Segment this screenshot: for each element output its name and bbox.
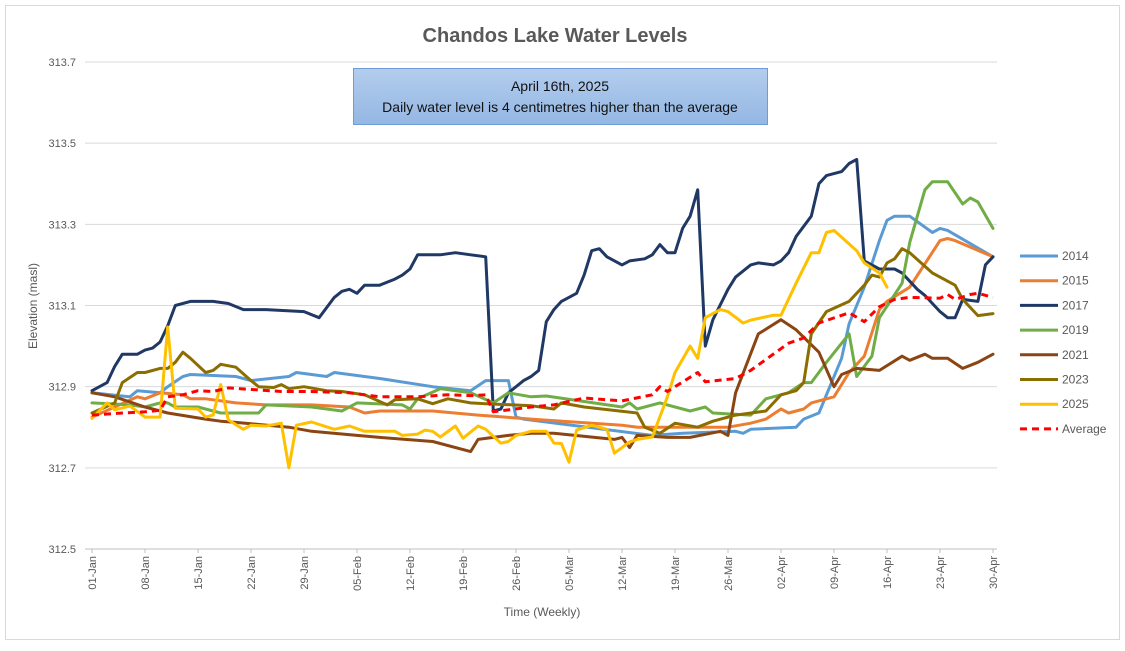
annotation-message: Daily water level is 4 centimetres highe… (382, 99, 738, 115)
x-tick-label: 05-Feb (352, 556, 364, 591)
y-tick-label: 312.7 (48, 463, 76, 475)
legend-label: 2017 (1062, 298, 1089, 312)
x-tick-label: 12-Feb (405, 556, 417, 591)
series-line-average (91, 291, 994, 417)
y-tick-label: 313.3 (48, 219, 76, 231)
x-tick-label: 05-Mar (564, 556, 576, 591)
legend-label: 2021 (1062, 348, 1089, 362)
series-line-2025 (90, 228, 889, 470)
y-tick-label: 312.5 (48, 544, 76, 556)
series-line-2019 (90, 180, 995, 417)
annotation-background (353, 68, 768, 125)
legend-label: 2015 (1062, 274, 1089, 288)
x-tick-label: 23-Apr (935, 556, 947, 589)
x-tick-label: 01-Jan (87, 556, 99, 590)
legend-item-2025: 2025 (1020, 397, 1089, 411)
legend-item-2017: 2017 (1020, 298, 1089, 312)
legend-label: 2025 (1062, 397, 1089, 411)
x-tick-label: 02-Apr (776, 556, 788, 589)
x-axis-ticks: 01-Jan 08-Jan 15-Jan 22-Jan 29-Jan 05-Feb 12-F… (87, 549, 1000, 591)
x-tick-label: 19-Mar (670, 556, 682, 591)
y-tick-label: 313.5 (48, 138, 76, 150)
legend-item-2023: 2023 (1020, 373, 1089, 387)
x-tick-label: 08-Jan (140, 556, 152, 590)
y-tick-label: 313.1 (48, 301, 76, 313)
series-lines (90, 157, 995, 470)
legend-item-2014: 2014 (1020, 249, 1089, 263)
x-tick-label: 09-Apr (829, 556, 841, 589)
x-tick-label: 15-Jan (193, 556, 205, 590)
legend-label: 2019 (1062, 323, 1089, 337)
legend-item-2021: 2021 (1020, 348, 1089, 362)
legend-label: Average (1062, 422, 1107, 436)
legend-label: 2023 (1062, 373, 1089, 387)
legend-item-2015: 2015 (1020, 274, 1089, 288)
x-tick-label: 22-Jan (246, 556, 258, 590)
y-tick-label: 312.9 (48, 382, 76, 394)
y-tick-label: 313.7 (48, 57, 76, 69)
legend-item-average: Average (1020, 422, 1107, 436)
annotation-date: April 16th, 2025 (511, 78, 609, 94)
x-tick-label: 30-Apr (988, 556, 1000, 589)
annotation-box: April 16th, 2025 Daily water level is 4 … (353, 68, 768, 125)
x-tick-label: 16-Apr (882, 556, 894, 589)
legend: 2014 2015 2017 2019 2021 2023 2025 Average (1020, 249, 1107, 436)
chart-title: Chandos Lake Water Levels (423, 25, 688, 47)
series-line-2017 (90, 157, 995, 413)
gridlines (85, 61, 997, 550)
x-tick-label: 29-Jan (299, 556, 311, 590)
y-axis-ticks: 313.7 313.5 313.3 313.1 312.9 312.7 312.5 (48, 57, 76, 556)
x-tick-label: 19-Feb (458, 556, 470, 591)
x-tick-label: 12-Mar (617, 556, 629, 591)
x-axis-label: Time (Weekly) (504, 605, 581, 619)
y-axis-label: Elevation (masl) (26, 263, 40, 349)
legend-item-2019: 2019 (1020, 323, 1089, 337)
legend-label: 2014 (1062, 249, 1089, 263)
x-tick-label: 26-Feb (511, 556, 523, 591)
x-tick-label: 26-Mar (723, 556, 735, 591)
